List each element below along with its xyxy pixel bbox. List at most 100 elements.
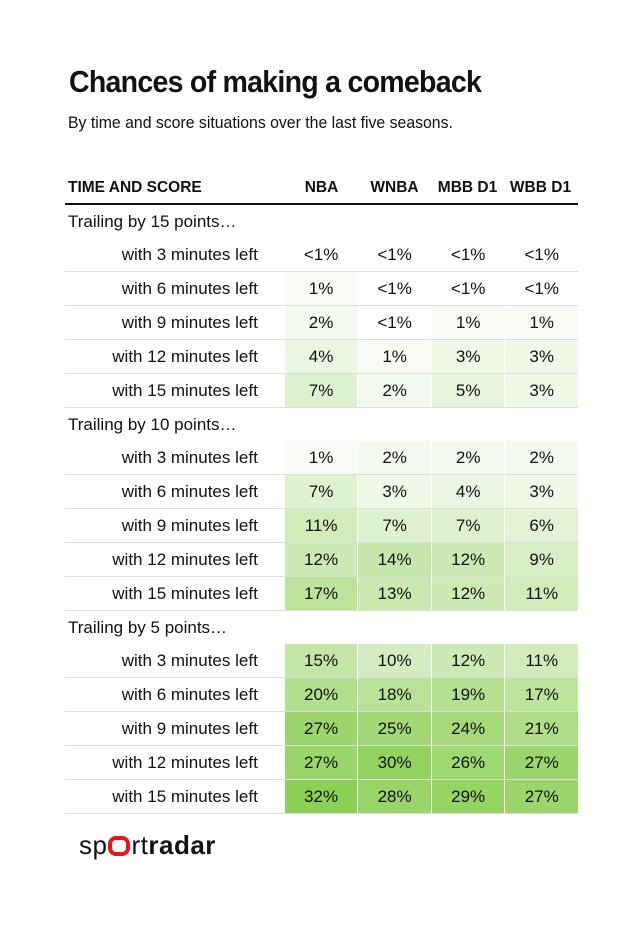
column-header: WNBA: [370, 178, 419, 196]
column-header: WBB D1: [509, 178, 572, 196]
table-row: with 6 minutes left 20% 18% 19% 17%: [65, 678, 578, 712]
table-cell: 19%: [430, 678, 505, 711]
table-cell: 28%: [357, 780, 431, 813]
table-cell: 15%: [283, 644, 358, 677]
table-row: with 12 minutes left 27% 30% 26% 27%: [65, 746, 578, 780]
column-header-label: TIME AND SCORE: [68, 178, 202, 196]
table-cell: 11%: [504, 644, 578, 677]
group-label: Trailing by 15 points…: [68, 211, 237, 231]
table-cell: 1%: [283, 441, 358, 474]
table-cell: 1%: [283, 272, 358, 305]
table-cell: 27%: [283, 712, 358, 745]
table-row: with 9 minutes left 27% 25% 24% 21%: [65, 712, 578, 746]
table-cell: 3%: [504, 340, 578, 373]
table-cell: 17%: [504, 678, 578, 711]
table-header: TIME AND SCORE NBA WNBA MBB D1 WBB D1: [65, 172, 578, 205]
table-cell: 7%: [283, 374, 358, 407]
table-cell: 27%: [283, 746, 358, 779]
table-cell: 32%: [283, 780, 358, 813]
table-row: with 15 minutes left 7% 2% 5% 3%: [65, 374, 578, 408]
row-label: with 12 minutes left: [112, 752, 258, 772]
table-cell: 12%: [430, 543, 505, 576]
column-header: MBB D1: [437, 178, 498, 196]
chart-subtitle: By time and score situations over the la…: [68, 113, 453, 132]
row-label: with 15 minutes left: [112, 380, 258, 400]
sportradar-logo: sp rtradar: [79, 830, 216, 860]
row-label: with 9 minutes left: [121, 515, 258, 535]
row-label: with 6 minutes left: [121, 684, 258, 704]
table-cell: 12%: [430, 644, 505, 677]
table-cell: 7%: [430, 509, 505, 542]
table-row: with 3 minutes left 1% 2% 2% 2%: [65, 441, 578, 475]
table-cell: 11%: [504, 577, 578, 610]
chart-title: Chances of making a comeback: [69, 64, 482, 99]
table-cell: 2%: [357, 441, 431, 474]
group-header: Trailing by 10 points…: [65, 408, 578, 441]
table-cell: 27%: [504, 780, 578, 813]
row-label: with 3 minutes left: [121, 650, 258, 670]
group-header: Trailing by 5 points…: [65, 611, 578, 644]
table-cell: <1%: [357, 306, 431, 339]
comeback-table: TIME AND SCORE NBA WNBA MBB D1 WBB D1 Trailin…: [65, 172, 578, 814]
table-cell: 3%: [430, 340, 505, 373]
table-row: with 3 minutes left <1% <1% <1% <1%: [65, 238, 578, 272]
table-cell: <1%: [283, 238, 358, 271]
table-cell: 12%: [283, 543, 358, 576]
row-label: with 12 minutes left: [112, 549, 258, 569]
table-cell: 4%: [430, 475, 505, 508]
table-cell: 3%: [504, 475, 578, 508]
row-label: with 12 minutes left: [112, 346, 258, 366]
table-cell: 24%: [430, 712, 505, 745]
group-label: Trailing by 10 points…: [68, 414, 237, 434]
row-label: with 15 minutes left: [112, 786, 258, 806]
table-cell: 18%: [357, 678, 431, 711]
table-row: with 12 minutes left 4% 1% 3% 3%: [65, 340, 578, 374]
table-cell: 3%: [504, 374, 578, 407]
table-row: with 6 minutes left 7% 3% 4% 3%: [65, 475, 578, 509]
table-cell: <1%: [504, 238, 578, 271]
row-label: with 9 minutes left: [121, 718, 258, 738]
table-cell: <1%: [357, 238, 431, 271]
table-row: with 3 minutes left 15% 10% 12% 11%: [65, 644, 578, 678]
column-header: NBA: [304, 178, 339, 196]
table-cell: 1%: [357, 340, 431, 373]
table-cell: <1%: [430, 272, 505, 305]
row-label: with 3 minutes left: [121, 447, 258, 467]
table-cell: 14%: [357, 543, 431, 576]
row-label: with 15 minutes left: [112, 583, 258, 603]
table-cell: 26%: [430, 746, 505, 779]
table-cell: 12%: [430, 577, 505, 610]
table-cell: 3%: [357, 475, 431, 508]
table-cell: 11%: [283, 509, 358, 542]
table-row: with 6 minutes left 1% <1% <1% <1%: [65, 272, 578, 306]
table-cell: 27%: [504, 746, 578, 779]
table-cell: 10%: [357, 644, 431, 677]
table-cell: 30%: [357, 746, 431, 779]
table-cell: 7%: [283, 475, 358, 508]
row-label: with 6 minutes left: [121, 481, 258, 501]
table-row: with 15 minutes left 32% 28% 29% 27%: [65, 780, 578, 814]
group-label: Trailing by 5 points…: [68, 617, 228, 637]
table-cell: 5%: [430, 374, 505, 407]
table-cell: 20%: [283, 678, 358, 711]
table-cell: 4%: [283, 340, 358, 373]
table-row: with 9 minutes left 2% <1% 1% 1%: [65, 306, 578, 340]
table-cell: 21%: [504, 712, 578, 745]
table-cell: <1%: [357, 272, 431, 305]
table-cell: 1%: [504, 306, 578, 339]
table-row: with 15 minutes left 17% 13% 12% 11%: [65, 577, 578, 611]
table-cell: 6%: [504, 509, 578, 542]
table-cell: <1%: [430, 238, 505, 271]
table-cell: 17%: [283, 577, 358, 610]
table-cell: 2%: [430, 441, 505, 474]
row-label: with 6 minutes left: [121, 278, 258, 298]
table-row: with 9 minutes left 11% 7% 7% 6%: [65, 509, 578, 543]
table-cell: 13%: [357, 577, 431, 610]
table-cell: 2%: [504, 441, 578, 474]
table-cell: 9%: [504, 543, 578, 576]
table-cell: 25%: [357, 712, 431, 745]
group-header: Trailing by 15 points…: [65, 205, 578, 238]
row-label: with 3 minutes left: [121, 244, 258, 264]
table-cell: <1%: [504, 272, 578, 305]
